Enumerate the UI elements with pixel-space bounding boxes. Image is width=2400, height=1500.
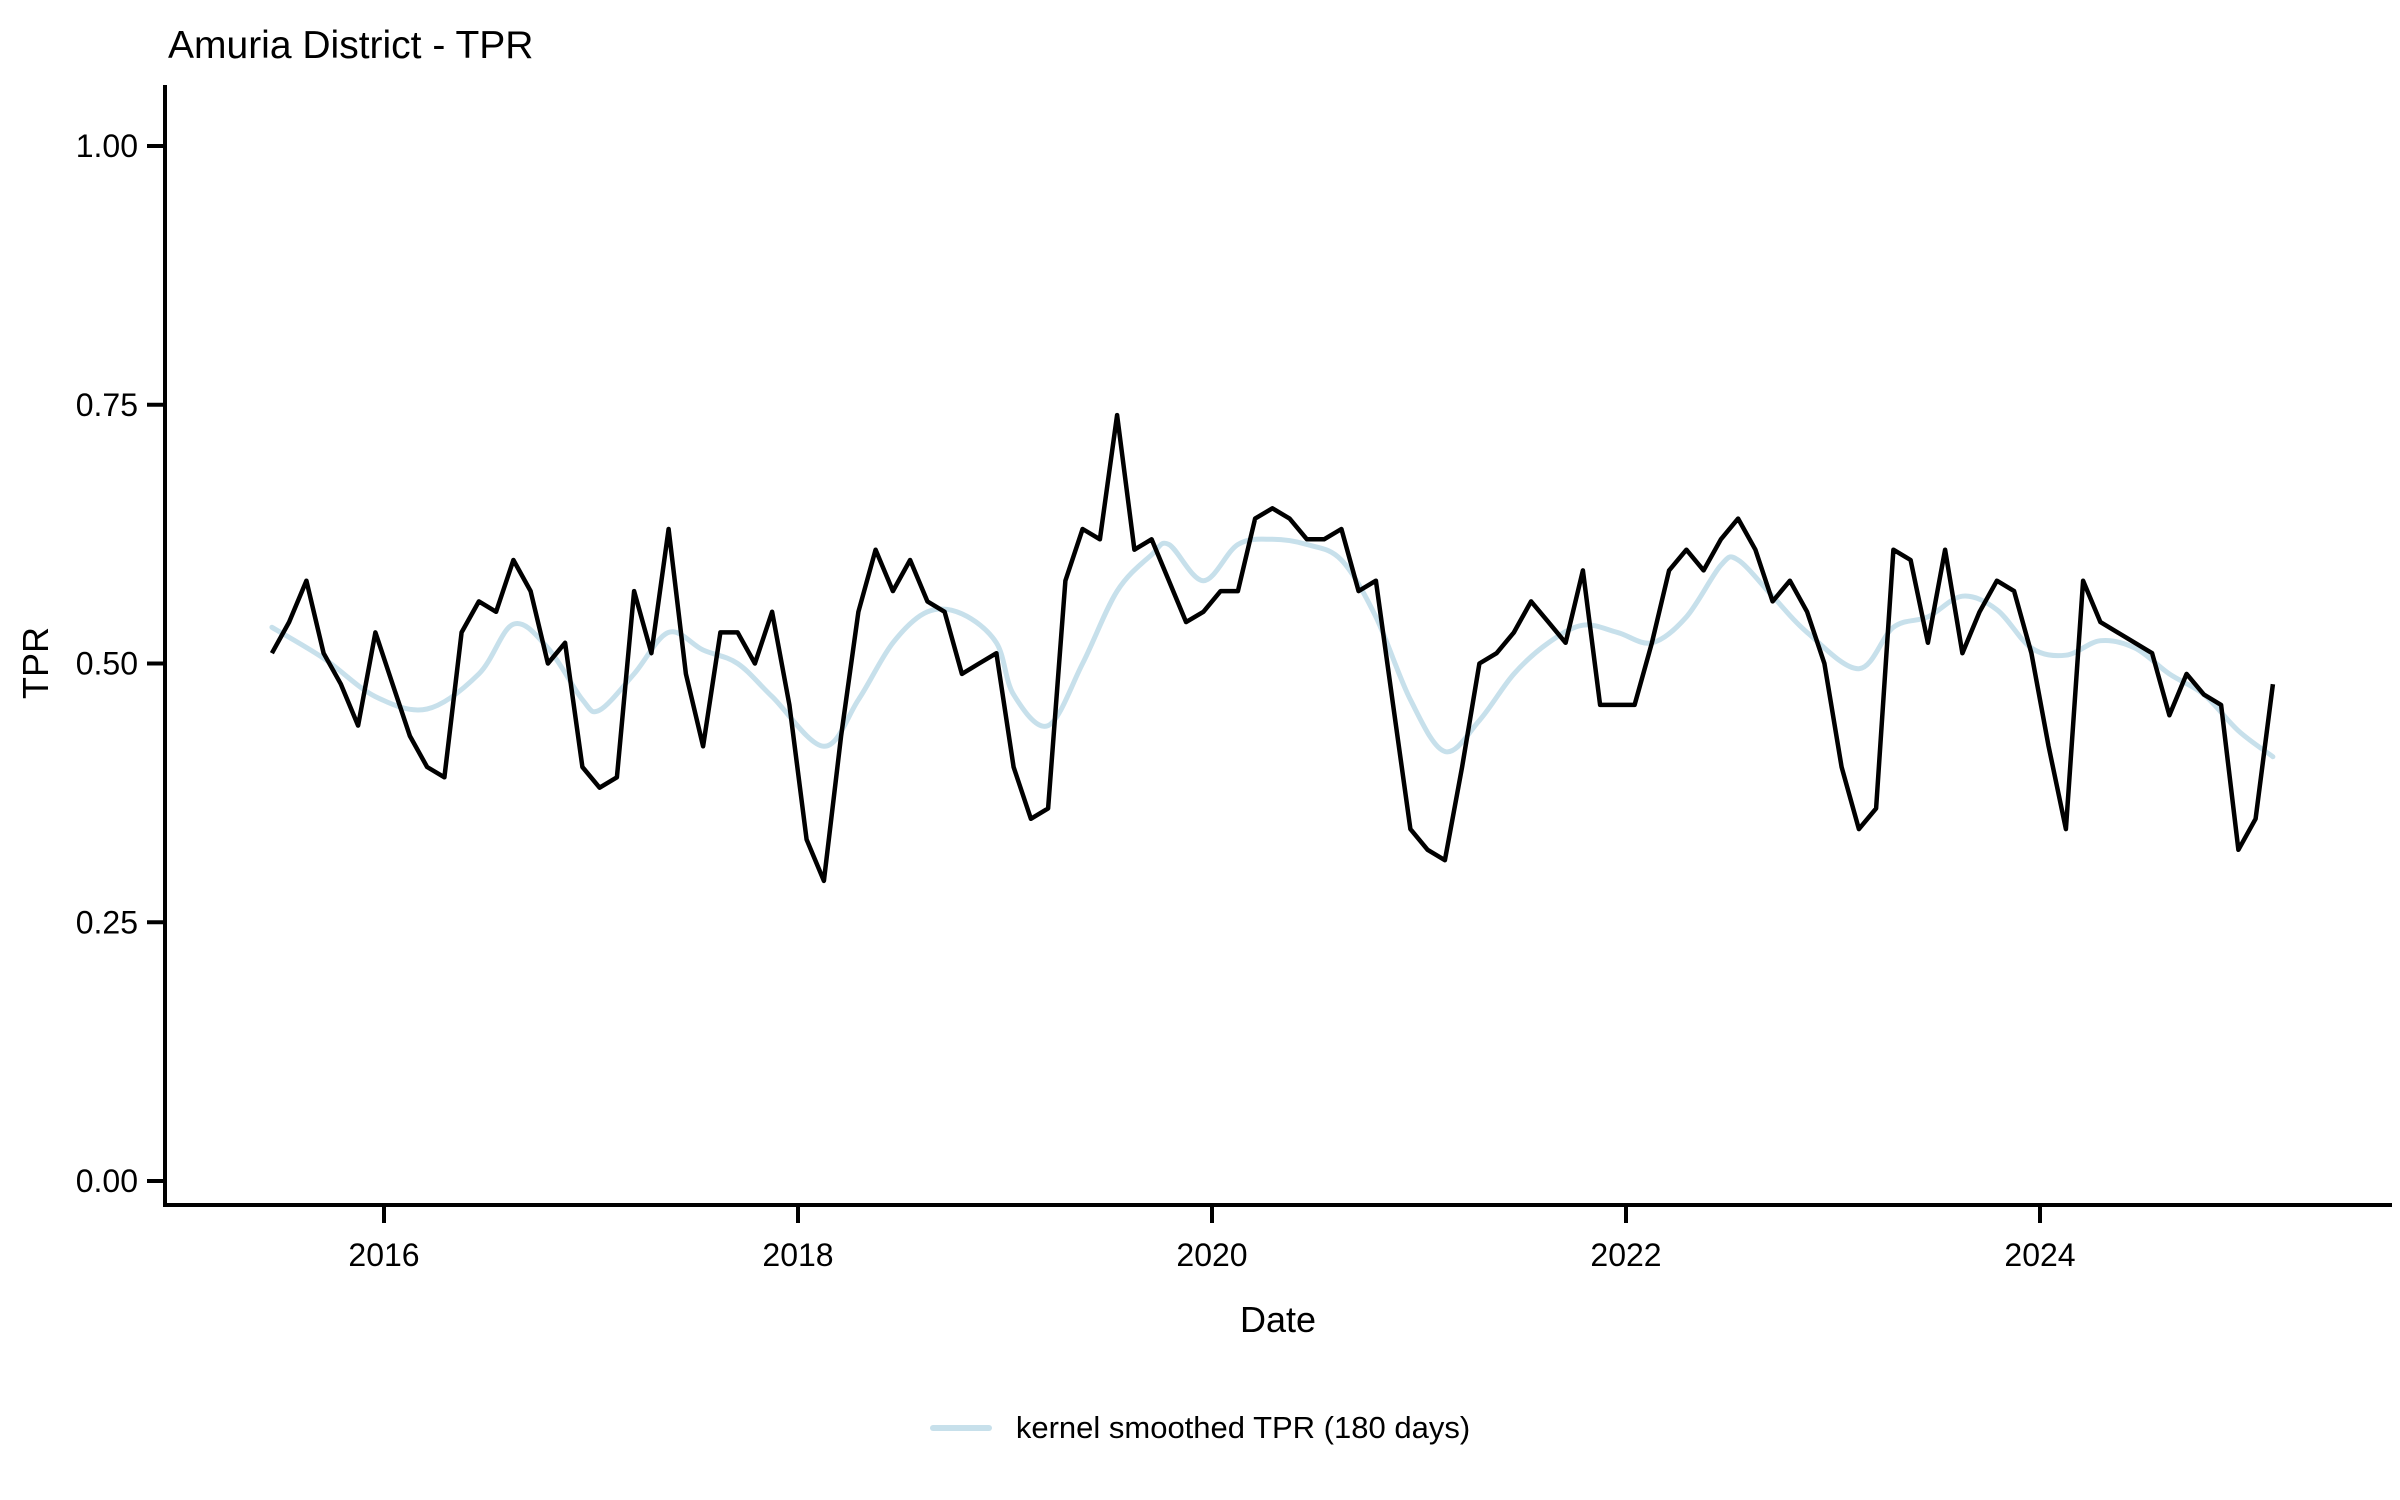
axis-ticks: 2016 2018 2020 2022 2024 0.00 0.25 0.50 0.75 1.00 — [76, 128, 2076, 1273]
chart-title: Amuria District - TPR — [168, 24, 533, 67]
legend: kernel smoothed TPR (180 days) — [0, 1398, 2400, 1458]
x-tick-label: 2024 — [2004, 1237, 2075, 1273]
axes — [163, 85, 2392, 1207]
smoothed-tpr-line — [269, 536, 2276, 760]
legend-line-icon — [929, 1425, 992, 1431]
tpr-line — [269, 412, 2276, 884]
legend-label: kernel smoothed TPR (180 days) — [1015, 1410, 1471, 1445]
y-tick-label: 0.00 — [76, 1163, 138, 1199]
y-tick-label: 0.75 — [76, 387, 138, 423]
series-lines — [269, 412, 2276, 884]
x-tick-label: 2020 — [1176, 1237, 1247, 1273]
y-tick-label: 0.25 — [76, 904, 138, 940]
y-tick-label: 1.00 — [76, 128, 138, 164]
y-tick-label: 0.50 — [76, 646, 138, 682]
y-axis-title: TPR — [15, 627, 56, 699]
x-tick-label: 2016 — [348, 1237, 419, 1273]
x-tick-label: 2018 — [762, 1237, 833, 1273]
x-axis-title: Date — [1240, 1299, 1316, 1340]
x-tick-label: 2022 — [1590, 1237, 1661, 1273]
